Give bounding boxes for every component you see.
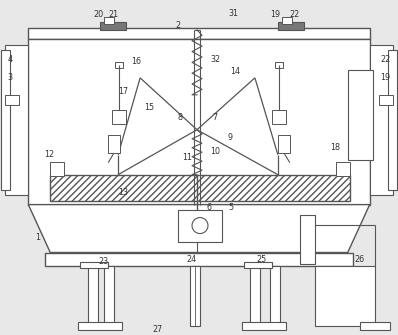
Bar	[78, 322, 122, 330]
Text: 2: 2	[175, 21, 180, 30]
Bar	[115, 62, 123, 68]
Bar	[28, 28, 370, 39]
Text: 17: 17	[118, 87, 128, 96]
Bar	[178, 210, 222, 242]
Bar	[278, 22, 304, 30]
Bar	[388, 50, 397, 190]
Text: 25: 25	[256, 255, 266, 264]
Bar	[270, 266, 280, 326]
Text: 18: 18	[330, 143, 340, 152]
Bar	[1, 50, 10, 190]
Text: 8: 8	[177, 113, 182, 122]
Text: 12: 12	[44, 150, 55, 159]
Bar	[45, 253, 353, 266]
Bar	[250, 266, 260, 326]
Text: 9: 9	[228, 133, 233, 142]
Text: 7: 7	[212, 113, 217, 122]
Bar	[100, 22, 126, 30]
Text: 19: 19	[270, 10, 280, 19]
Bar	[28, 39, 370, 205]
Text: 22: 22	[380, 55, 391, 64]
Text: 16: 16	[131, 57, 141, 66]
Circle shape	[192, 217, 208, 233]
Bar	[190, 266, 200, 326]
Bar	[336, 162, 350, 176]
Bar	[88, 266, 98, 326]
Bar	[272, 110, 286, 124]
Bar	[242, 322, 286, 330]
Bar	[360, 322, 390, 330]
Bar	[370, 45, 392, 195]
Bar	[6, 45, 28, 195]
Bar	[104, 266, 114, 326]
Text: 26: 26	[355, 255, 365, 264]
Text: 5: 5	[228, 203, 233, 212]
Bar	[108, 135, 120, 153]
Text: 11: 11	[182, 153, 192, 162]
Text: 22: 22	[290, 10, 300, 19]
Text: 3: 3	[8, 73, 12, 82]
Bar	[50, 175, 350, 201]
Text: 23: 23	[98, 257, 108, 266]
Text: 24: 24	[186, 255, 196, 264]
Bar	[244, 263, 272, 268]
Bar	[50, 162, 64, 176]
Text: 31: 31	[228, 9, 238, 18]
Bar	[300, 215, 315, 265]
Text: 6: 6	[207, 203, 212, 212]
Bar	[275, 62, 283, 68]
Text: 10: 10	[210, 147, 220, 156]
Polygon shape	[28, 205, 370, 253]
Text: 20: 20	[93, 10, 103, 19]
Bar	[278, 135, 290, 153]
Bar	[6, 95, 20, 105]
Bar	[378, 95, 392, 105]
Bar	[282, 17, 292, 24]
Text: 15: 15	[144, 103, 154, 112]
Text: 32: 32	[210, 55, 220, 64]
Text: 1: 1	[35, 233, 40, 242]
Text: 4: 4	[8, 55, 12, 64]
Bar	[104, 17, 114, 24]
Text: 27: 27	[152, 325, 162, 334]
Bar	[112, 110, 126, 124]
Text: 14: 14	[230, 67, 240, 76]
Bar	[80, 263, 108, 268]
Bar	[348, 70, 373, 160]
Text: 19: 19	[380, 73, 391, 82]
Bar	[315, 266, 375, 326]
Text: 21: 21	[108, 10, 118, 19]
Text: 13: 13	[118, 188, 128, 197]
